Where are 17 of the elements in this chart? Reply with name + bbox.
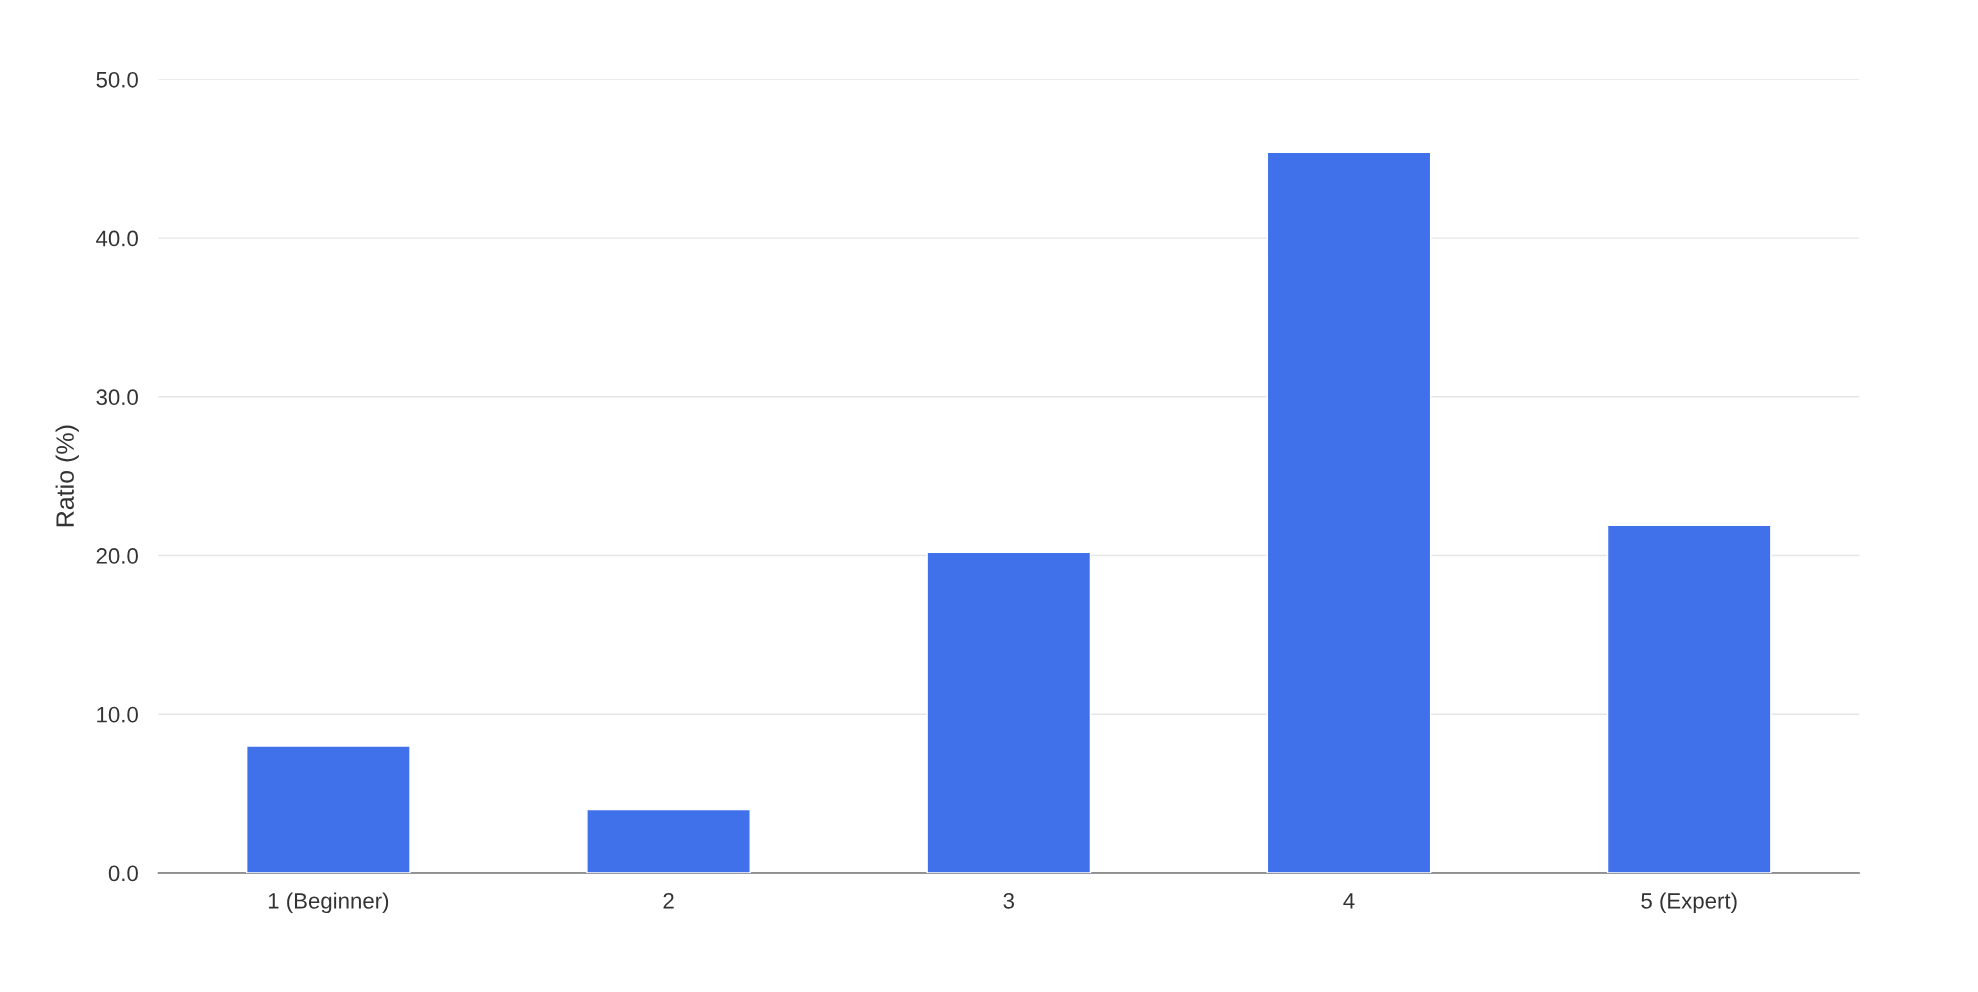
x-tick-label: 3: [1003, 892, 1014, 909]
x-tick-label: 2: [663, 892, 674, 909]
bar: [1266, 151, 1432, 873]
bar: [1606, 524, 1772, 873]
y-tick-label: 20.0: [96, 548, 138, 564]
y-tick-label: 10.0: [97, 706, 138, 723]
y-tick-label: 40.0: [96, 230, 138, 247]
bar: [926, 551, 1092, 873]
y-tick-label: 50.0: [96, 71, 138, 88]
bar: [586, 808, 751, 873]
y-tick-label: 0.0: [108, 865, 138, 882]
x-tick-label: 5 (Expert): [1641, 892, 1737, 914]
bar: [246, 745, 411, 873]
y-tick-label: 30.0: [96, 389, 138, 406]
x-tick-label: 4: [1343, 893, 1355, 909]
y-axis-title: Ratio (%): [55, 425, 79, 527]
x-tick-label: 1 (Beginner): [268, 892, 389, 914]
